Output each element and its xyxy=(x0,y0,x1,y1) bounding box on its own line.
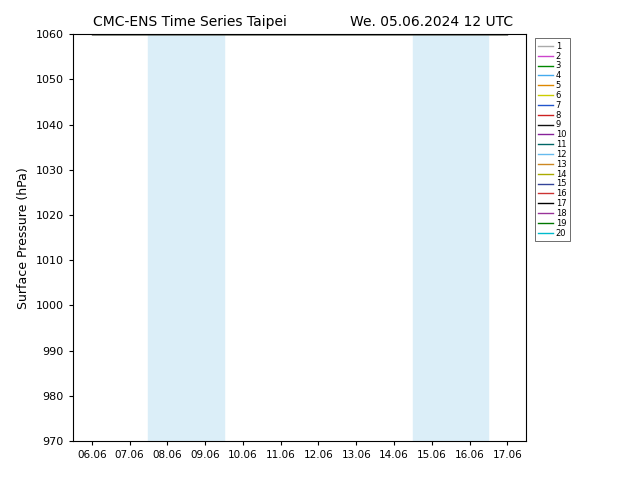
Bar xyxy=(148,34,224,441)
Text: We. 05.06.2024 12 UTC: We. 05.06.2024 12 UTC xyxy=(349,15,513,29)
Bar xyxy=(413,34,488,441)
Legend: 1, 2, 3, 4, 5, 6, 7, 8, 9, 10, 11, 12, 13, 14, 15, 16, 17, 18, 19, 20: 1, 2, 3, 4, 5, 6, 7, 8, 9, 10, 11, 12, 1… xyxy=(535,39,570,241)
Text: CMC-ENS Time Series Taipei: CMC-ENS Time Series Taipei xyxy=(93,15,287,29)
Y-axis label: Surface Pressure (hPa): Surface Pressure (hPa) xyxy=(17,167,30,309)
